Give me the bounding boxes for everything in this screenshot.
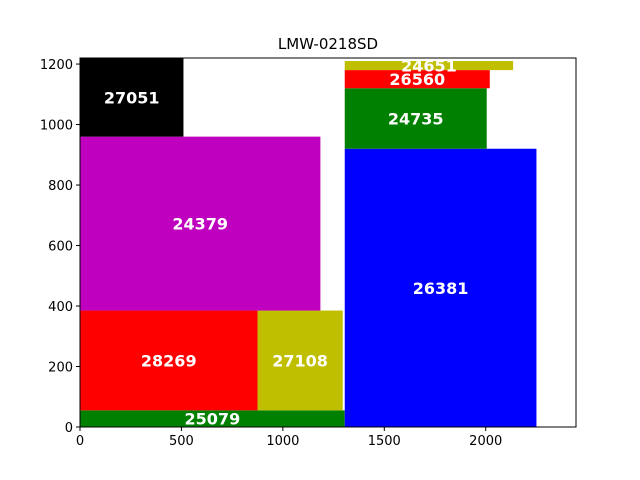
rect-28269 [80, 310, 258, 411]
rect-27108 [257, 310, 343, 411]
rect-26560 [344, 70, 490, 89]
rect-label-27108: 27108 [272, 351, 328, 370]
x-tick-label: 500 [169, 434, 194, 449]
y-tick-label: 0 [65, 421, 73, 436]
rect-24735 [344, 88, 487, 149]
rect-27051 [80, 58, 184, 137]
rect-label-27051: 27051 [104, 88, 160, 107]
x-tick-label: 1000 [266, 434, 299, 449]
plot-area-frame [79, 57, 577, 428]
rect-24651 [344, 61, 514, 71]
y-tick-label: 1000 [40, 119, 73, 134]
rect-label-26381: 26381 [413, 279, 469, 298]
y-tick-label: 200 [48, 361, 73, 376]
rect-label-24651: 24651 [401, 57, 457, 76]
rect-label-24735: 24735 [388, 109, 444, 128]
y-tick-label: 1200 [40, 58, 73, 73]
rect-label-26560: 26560 [389, 70, 445, 89]
rect-25079 [80, 410, 345, 427]
y-tick-label: 400 [48, 300, 73, 315]
y-tick-label: 600 [48, 240, 73, 255]
y-tick-label: 800 [48, 179, 73, 194]
rect-26381 [344, 148, 537, 427]
chart-title: LMW-0218SD [278, 35, 378, 53]
rect-label-28269: 28269 [141, 351, 197, 370]
x-tick-label: 2000 [469, 434, 502, 449]
rectangles-layer [80, 58, 537, 427]
x-tick-label: 1500 [368, 434, 401, 449]
rect-label-25079: 25079 [185, 410, 241, 429]
rect-label-24379: 24379 [172, 215, 228, 234]
y-axis: 0 200 400 600 800 1000 1200 [40, 58, 80, 436]
rectangle-labels-layer: 25079 28269 27108 24379 27051 26381 24735 26560… [104, 57, 469, 429]
rect-24379 [80, 136, 321, 311]
x-axis: 0 500 1000 1500 2000 [76, 427, 502, 449]
x-tick-label: 0 [76, 434, 84, 449]
